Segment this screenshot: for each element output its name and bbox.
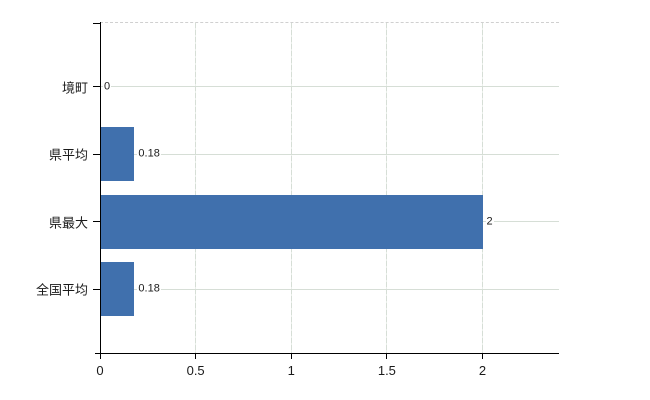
horizontal-gridline: [100, 153, 559, 155]
horizontal-gridline: [100, 288, 559, 290]
x-tick-mark: [290, 354, 292, 359]
x-tick-label: 1.5: [377, 363, 396, 378]
x-tick-mark: [386, 354, 388, 359]
vertical-gridline: [290, 23, 292, 354]
category-label: 県最大: [48, 215, 88, 230]
x-axis-line: [95, 353, 559, 354]
x-tick-label: 2: [478, 363, 487, 378]
y-axis-top-tick: [93, 23, 100, 24]
bar-value-label: 0: [103, 80, 112, 93]
vertical-gridline: [386, 23, 388, 354]
bar-value-label: 0.18: [137, 147, 161, 161]
y-tick-mark: [93, 288, 100, 290]
x-tick-mark: [195, 354, 197, 359]
plot-area: 0 0.5 1 1.5 2 境町 0 県平均 0.18 県最大 2 全国平均 0.18: [36, 22, 559, 378]
bar-value-label: 2: [485, 215, 494, 228]
category-label: 境町: [61, 80, 88, 95]
x-tick-mark: [99, 354, 101, 359]
x-tick-label: 1: [287, 363, 295, 378]
bar: [100, 194, 483, 249]
vertical-gridline: [482, 23, 483, 354]
x-tick-mark: [482, 354, 483, 359]
category-label: 全国平均: [35, 282, 88, 298]
bar: [100, 127, 135, 181]
x-tick-label: 0: [96, 363, 104, 378]
bar-value-label: 0.18: [137, 282, 161, 296]
bar: [100, 262, 135, 316]
y-tick-mark: [93, 153, 100, 155]
horizontal-gridline: [100, 86, 559, 87]
y-tick-mark: [93, 221, 100, 222]
x-tick-label: 0.5: [186, 363, 205, 378]
y-axis-line: [100, 22, 101, 353]
category-label: 県平均: [48, 147, 88, 163]
y-tick-mark: [93, 86, 100, 87]
vertical-gridline: [195, 23, 197, 354]
